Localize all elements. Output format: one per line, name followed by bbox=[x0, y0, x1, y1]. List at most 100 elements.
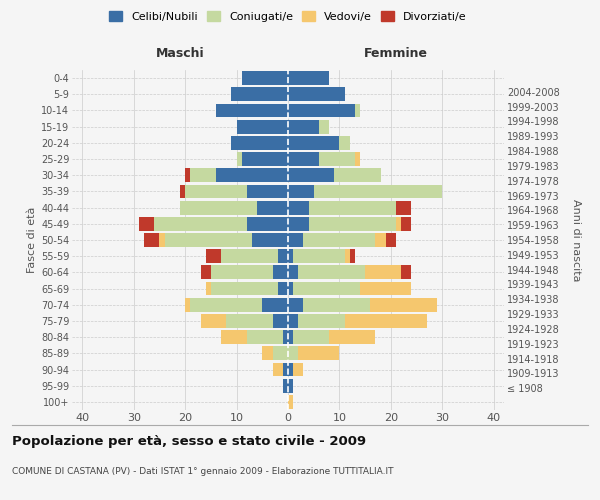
Bar bbox=[355, 104, 360, 118]
Bar bbox=[180, 200, 257, 214]
Bar bbox=[386, 233, 396, 247]
Bar bbox=[257, 200, 288, 214]
Bar bbox=[272, 346, 288, 360]
Y-axis label: Fasce di età: Fasce di età bbox=[26, 207, 37, 273]
Bar bbox=[185, 184, 247, 198]
Bar bbox=[355, 152, 360, 166]
Bar bbox=[288, 395, 293, 409]
Bar bbox=[288, 233, 304, 247]
Bar bbox=[190, 168, 216, 182]
Bar bbox=[396, 200, 412, 214]
Bar bbox=[293, 282, 360, 296]
Bar bbox=[283, 330, 288, 344]
Bar bbox=[329, 330, 376, 344]
Bar bbox=[288, 152, 319, 166]
Bar bbox=[350, 250, 355, 263]
Bar bbox=[288, 250, 293, 263]
Bar bbox=[298, 266, 365, 280]
Bar bbox=[200, 266, 211, 280]
Bar bbox=[288, 120, 319, 134]
Bar bbox=[288, 379, 293, 392]
Bar bbox=[288, 266, 298, 280]
Bar bbox=[139, 217, 154, 230]
Bar bbox=[190, 298, 262, 312]
Bar bbox=[247, 217, 288, 230]
Bar bbox=[293, 250, 344, 263]
Bar bbox=[288, 282, 293, 296]
Bar bbox=[319, 120, 329, 134]
Legend: Celibi/Nubili, Coniugati/e, Vedovi/e, Divorziati/e: Celibi/Nubili, Coniugati/e, Vedovi/e, Di… bbox=[106, 8, 470, 25]
Bar bbox=[206, 282, 211, 296]
Bar bbox=[308, 200, 396, 214]
Bar bbox=[304, 298, 370, 312]
Bar bbox=[272, 266, 288, 280]
Bar bbox=[396, 217, 401, 230]
Text: Femmine: Femmine bbox=[364, 47, 428, 60]
Bar bbox=[298, 346, 340, 360]
Bar bbox=[340, 136, 350, 149]
Bar bbox=[247, 330, 283, 344]
Bar bbox=[278, 250, 288, 263]
Bar bbox=[144, 233, 160, 247]
Bar bbox=[319, 152, 355, 166]
Bar bbox=[360, 282, 412, 296]
Bar bbox=[288, 330, 293, 344]
Bar bbox=[200, 314, 226, 328]
Bar bbox=[288, 314, 298, 328]
Bar bbox=[288, 184, 314, 198]
Bar bbox=[370, 298, 437, 312]
Text: Maschi: Maschi bbox=[155, 47, 205, 60]
Bar bbox=[293, 362, 304, 376]
Bar bbox=[344, 314, 427, 328]
Bar bbox=[288, 104, 355, 118]
Bar bbox=[272, 314, 288, 328]
Bar bbox=[401, 217, 412, 230]
Bar bbox=[242, 71, 288, 85]
Bar bbox=[236, 152, 242, 166]
Bar bbox=[298, 314, 344, 328]
Bar bbox=[236, 120, 288, 134]
Bar bbox=[288, 298, 304, 312]
Bar bbox=[283, 379, 288, 392]
Text: COMUNE DI CASTANA (PV) - Dati ISTAT 1° gennaio 2009 - Elaborazione TUTTITALIA.IT: COMUNE DI CASTANA (PV) - Dati ISTAT 1° g… bbox=[12, 468, 394, 476]
Bar bbox=[376, 233, 386, 247]
Bar bbox=[365, 266, 401, 280]
Bar bbox=[288, 88, 344, 101]
Bar bbox=[288, 346, 298, 360]
Bar bbox=[216, 168, 288, 182]
Bar bbox=[283, 362, 288, 376]
Bar bbox=[185, 168, 190, 182]
Bar bbox=[278, 282, 288, 296]
Bar bbox=[160, 233, 164, 247]
Bar bbox=[293, 330, 329, 344]
Bar bbox=[216, 104, 288, 118]
Bar bbox=[288, 362, 293, 376]
Bar bbox=[288, 200, 308, 214]
Bar bbox=[232, 136, 288, 149]
Bar bbox=[262, 346, 272, 360]
Bar bbox=[272, 362, 283, 376]
Bar bbox=[221, 330, 247, 344]
Bar bbox=[185, 298, 190, 312]
Y-axis label: Anni di nascita: Anni di nascita bbox=[571, 198, 581, 281]
Bar bbox=[288, 136, 340, 149]
Bar bbox=[164, 233, 252, 247]
Bar bbox=[242, 152, 288, 166]
Bar bbox=[211, 266, 272, 280]
Bar bbox=[180, 184, 185, 198]
Bar bbox=[206, 250, 221, 263]
Bar bbox=[252, 233, 288, 247]
Bar bbox=[232, 88, 288, 101]
Bar bbox=[401, 266, 412, 280]
Bar bbox=[154, 217, 247, 230]
Bar bbox=[314, 184, 442, 198]
Bar bbox=[334, 168, 380, 182]
Bar bbox=[221, 250, 278, 263]
Bar bbox=[344, 250, 350, 263]
Bar bbox=[304, 233, 376, 247]
Bar bbox=[211, 282, 278, 296]
Bar bbox=[262, 298, 288, 312]
Text: Popolazione per età, sesso e stato civile - 2009: Popolazione per età, sesso e stato civil… bbox=[12, 435, 366, 448]
Bar bbox=[247, 184, 288, 198]
Bar bbox=[288, 71, 329, 85]
